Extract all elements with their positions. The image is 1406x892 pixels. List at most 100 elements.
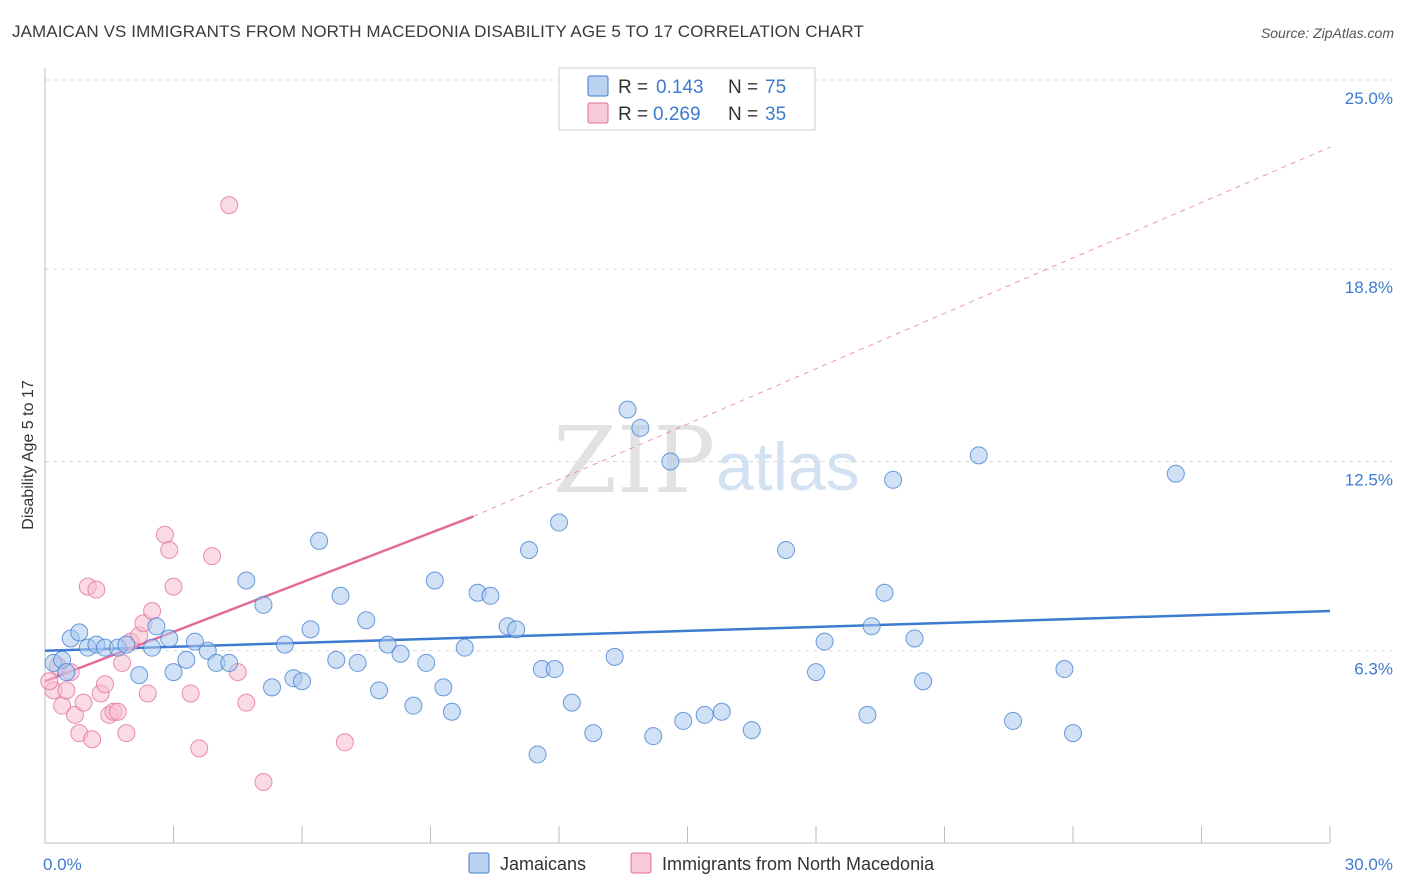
point-jamaicans [528,745,547,764]
point-jamaicans [969,446,988,465]
point-jamaicans [254,595,273,614]
grid-lines [45,79,1392,652]
point-north-macedonia [65,705,84,724]
point-jamaicans [584,724,603,743]
point-jamaicans [348,653,367,672]
point-jamaicans [875,583,894,602]
point-jamaicans [674,711,693,730]
y-tick-label: 18.8% [1345,278,1393,297]
series-legend: Jamaicans Immigrants from North Macedoni… [468,852,935,874]
point-jamaicans [777,541,796,560]
legend-swatch-blue [587,75,609,97]
point-jamaicans [391,644,410,663]
point-jamaicans [434,678,453,697]
legend-swatch-pink [587,102,609,124]
point-jamaicans [442,702,461,721]
point-jamaicans [147,617,166,636]
legend-n-label: N = [728,104,758,125]
point-north-macedonia [138,684,157,703]
point-north-macedonia [220,196,239,215]
point-north-macedonia [113,653,132,672]
point-jamaicans [370,681,389,700]
point-jamaicans [695,705,714,724]
point-jamaicans [605,647,624,666]
point-jamaicans [70,623,89,642]
point-jamaicans [862,617,881,636]
point-jamaicans [263,678,282,697]
point-jamaicans [562,693,581,712]
point-north-macedonia [164,577,183,596]
point-jamaicans [455,638,474,657]
point-north-macedonia [74,693,93,712]
point-jamaicans [481,586,500,605]
point-jamaicans [550,513,568,532]
point-jamaicans [545,660,564,679]
point-jamaicans [378,635,397,654]
point-north-macedonia [83,730,102,749]
y-tick-label: 6.3% [1354,660,1393,679]
stats-legend: R = 0.143 N = 75 R = 0.269 N = 35 [558,67,816,131]
point-jamaicans [1004,711,1023,730]
point-north-macedonia [87,580,106,599]
point-jamaicans [914,672,933,691]
legend-r-label: R = [618,104,648,125]
series-legend-label-macedonia: Immigrants from North Macedonia [662,854,935,874]
legend-r-label: R = [618,77,648,98]
legend-r-value-pink: 0.269 [653,104,701,125]
point-jamaicans [1166,464,1185,483]
legend-n-value-blue: 75 [765,77,786,98]
point-jamaicans [293,672,311,691]
point-north-macedonia [237,693,256,712]
series-legend-label-jamaicans: Jamaicans [500,854,586,874]
point-jamaicans [618,400,637,419]
chart-title: JAMAICAN VS IMMIGRANTS FROM NORTH MACEDO… [12,22,864,41]
point-jamaicans [425,571,444,590]
legend-r-value-blue: 0.143 [656,77,704,98]
point-jamaicans [858,705,877,724]
point-jamaicans [57,663,76,682]
point-jamaicans [742,721,761,740]
point-north-macedonia [160,541,179,560]
x-tick-label-min: 0.0% [43,855,82,874]
point-jamaicans [275,635,294,654]
point-jamaicans [815,632,834,651]
point-jamaicans [507,620,526,639]
point-jamaicans [331,586,350,605]
series-legend-swatch-blue [468,852,490,874]
point-jamaicans [177,650,196,669]
point-jamaicans [417,653,436,672]
point-north-macedonia [203,547,222,566]
data-points [40,196,1185,791]
point-north-macedonia [335,733,354,752]
point-jamaicans [905,629,924,648]
point-north-macedonia [181,684,200,703]
point-north-macedonia [155,525,174,544]
point-north-macedonia [40,672,59,691]
source-label: Source: ZipAtlas.com [1260,25,1394,41]
trend-line-jamaicans [44,609,1331,652]
point-jamaicans [198,641,217,660]
point-north-macedonia [57,681,76,700]
point-jamaicans [301,620,320,639]
point-north-macedonia [117,724,136,743]
point-jamaicans [164,663,183,682]
point-jamaicans [884,470,903,489]
series-legend-swatch-pink [630,852,652,874]
point-jamaicans [327,650,346,669]
point-north-macedonia [143,602,162,621]
point-jamaicans [357,611,376,630]
axes [44,68,1331,844]
point-jamaicans [185,632,204,651]
y-tick-label: 25.0% [1345,89,1393,108]
watermark-atlas: atlas [716,429,860,505]
point-north-macedonia [254,772,273,791]
point-north-macedonia [95,675,114,694]
point-jamaicans [807,663,825,682]
point-jamaicans [160,629,179,648]
legend-n-label: N = [728,77,758,98]
x-tick-label-max: 30.0% [1345,855,1393,874]
point-jamaicans [404,696,423,715]
point-jamaicans [1064,724,1082,743]
tick-labels: 6.3% 12.5% 18.8% 25.0% 0.0% 30.0% [43,89,1393,874]
